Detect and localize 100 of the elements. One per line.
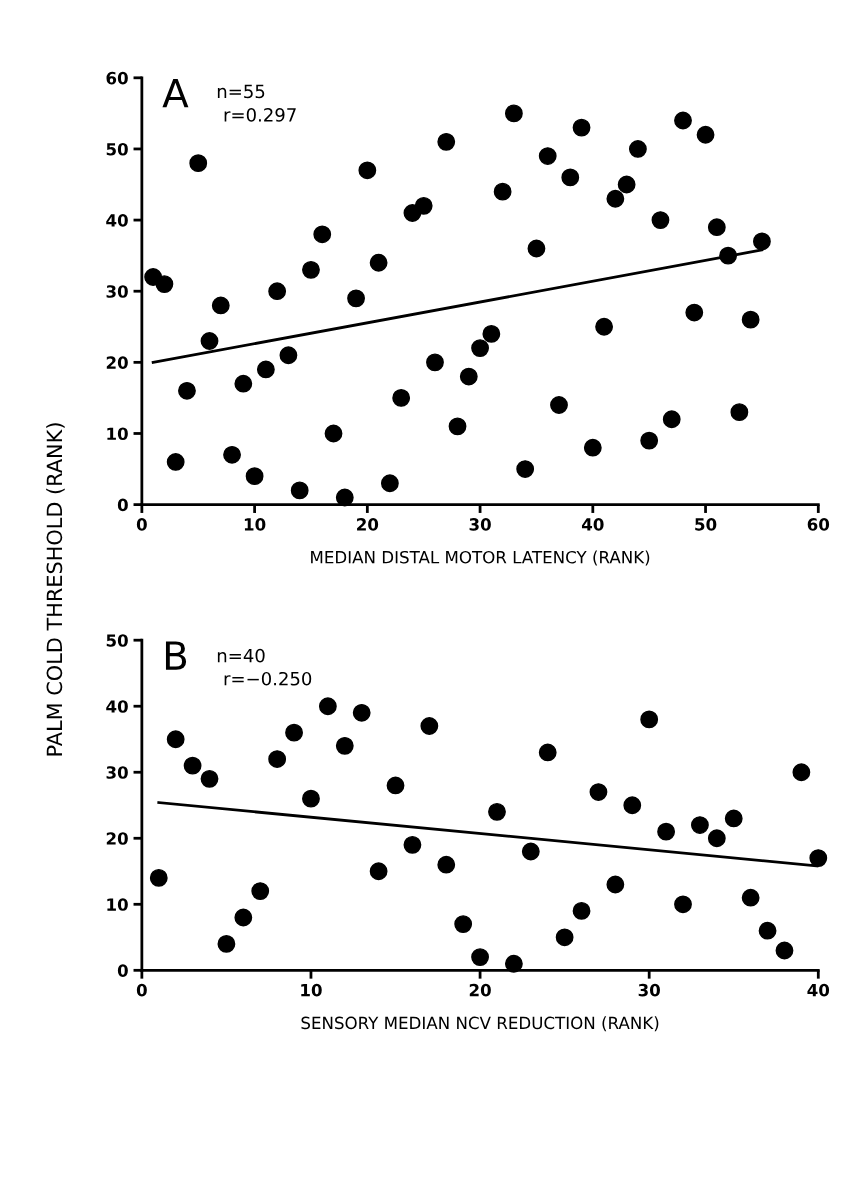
x-tick-label: 40 [807,983,830,997]
point [403,835,422,854]
point [211,296,230,315]
annotation: B [165,641,187,670]
point [471,339,489,358]
point [521,842,540,861]
x-tick-label: 40 [581,518,604,531]
point [628,140,647,158]
point [640,710,659,729]
point [572,118,591,137]
point [448,417,467,436]
point [707,829,726,848]
point [555,928,574,947]
point [685,303,704,322]
point [426,353,444,372]
point [279,346,298,365]
point [414,196,433,215]
y-tick-label: 0 [117,964,128,977]
point [538,147,557,165]
point [741,310,760,329]
point [696,125,715,144]
point [245,467,264,486]
point [617,175,636,194]
point [719,246,738,265]
point [335,488,354,507]
point [302,260,320,279]
point [809,849,828,867]
y-tick-label: 60 [106,71,128,85]
point [200,769,219,788]
point [358,161,377,180]
point [662,410,681,429]
x-tick-label: 0 [136,983,147,997]
point [268,750,287,768]
y-tick-label: 0 [117,498,128,512]
annotation: A [162,79,189,108]
point [386,776,405,795]
point [313,225,332,244]
point [550,396,568,414]
point [589,783,608,801]
point [758,921,777,940]
point [335,736,354,755]
point [753,232,771,251]
point [251,882,270,900]
annotation: n=40 [217,648,265,663]
point [775,941,794,960]
y-tick-label: 20 [106,832,128,845]
x-tick-label: 0 [136,518,147,531]
point [189,154,208,173]
point [488,802,506,821]
annotation: r=−0.250 [224,671,312,686]
point [183,756,202,775]
x-tick-label: 30 [469,518,491,531]
y-tick-label: 30 [106,766,128,779]
x-axis-title: SENSORY MEDIAN NCV REDUCTION (RANK) [301,1016,659,1032]
x-tick-label: 20 [357,518,379,531]
y-tick-label: 50 [106,634,128,647]
point [606,189,625,208]
point [583,438,602,457]
y-tick-label: 20 [106,356,128,369]
point [369,862,388,881]
point [149,868,168,887]
point [223,445,241,464]
point [674,111,692,130]
point [504,954,523,973]
point [318,697,337,716]
x-tick-label: 50 [695,518,717,531]
point [623,796,642,815]
point [454,915,473,934]
x-tick-label: 20 [469,983,491,997]
point [561,168,580,187]
point [482,324,501,343]
point [707,218,726,237]
point [741,888,760,907]
point [234,374,253,393]
annotation: n=55 [217,84,265,99]
point [691,816,709,834]
point [606,875,625,894]
point [640,431,659,450]
point [437,855,456,874]
y-tick-label: 10 [107,427,128,441]
point [392,389,411,407]
point [268,282,287,301]
point [504,104,523,123]
y-tick-label: 50 [106,142,128,156]
point [155,275,174,294]
point [256,360,275,379]
point [792,763,811,782]
point [380,474,399,493]
point [200,332,219,350]
point [166,730,185,749]
x-tick-label: 30 [638,983,660,997]
point [595,317,613,336]
point [347,289,365,308]
point [516,460,535,478]
point [459,367,478,386]
point [724,809,743,828]
point [538,743,557,762]
x-tick-label: 10 [301,983,322,997]
point [178,381,196,400]
point [352,703,371,722]
